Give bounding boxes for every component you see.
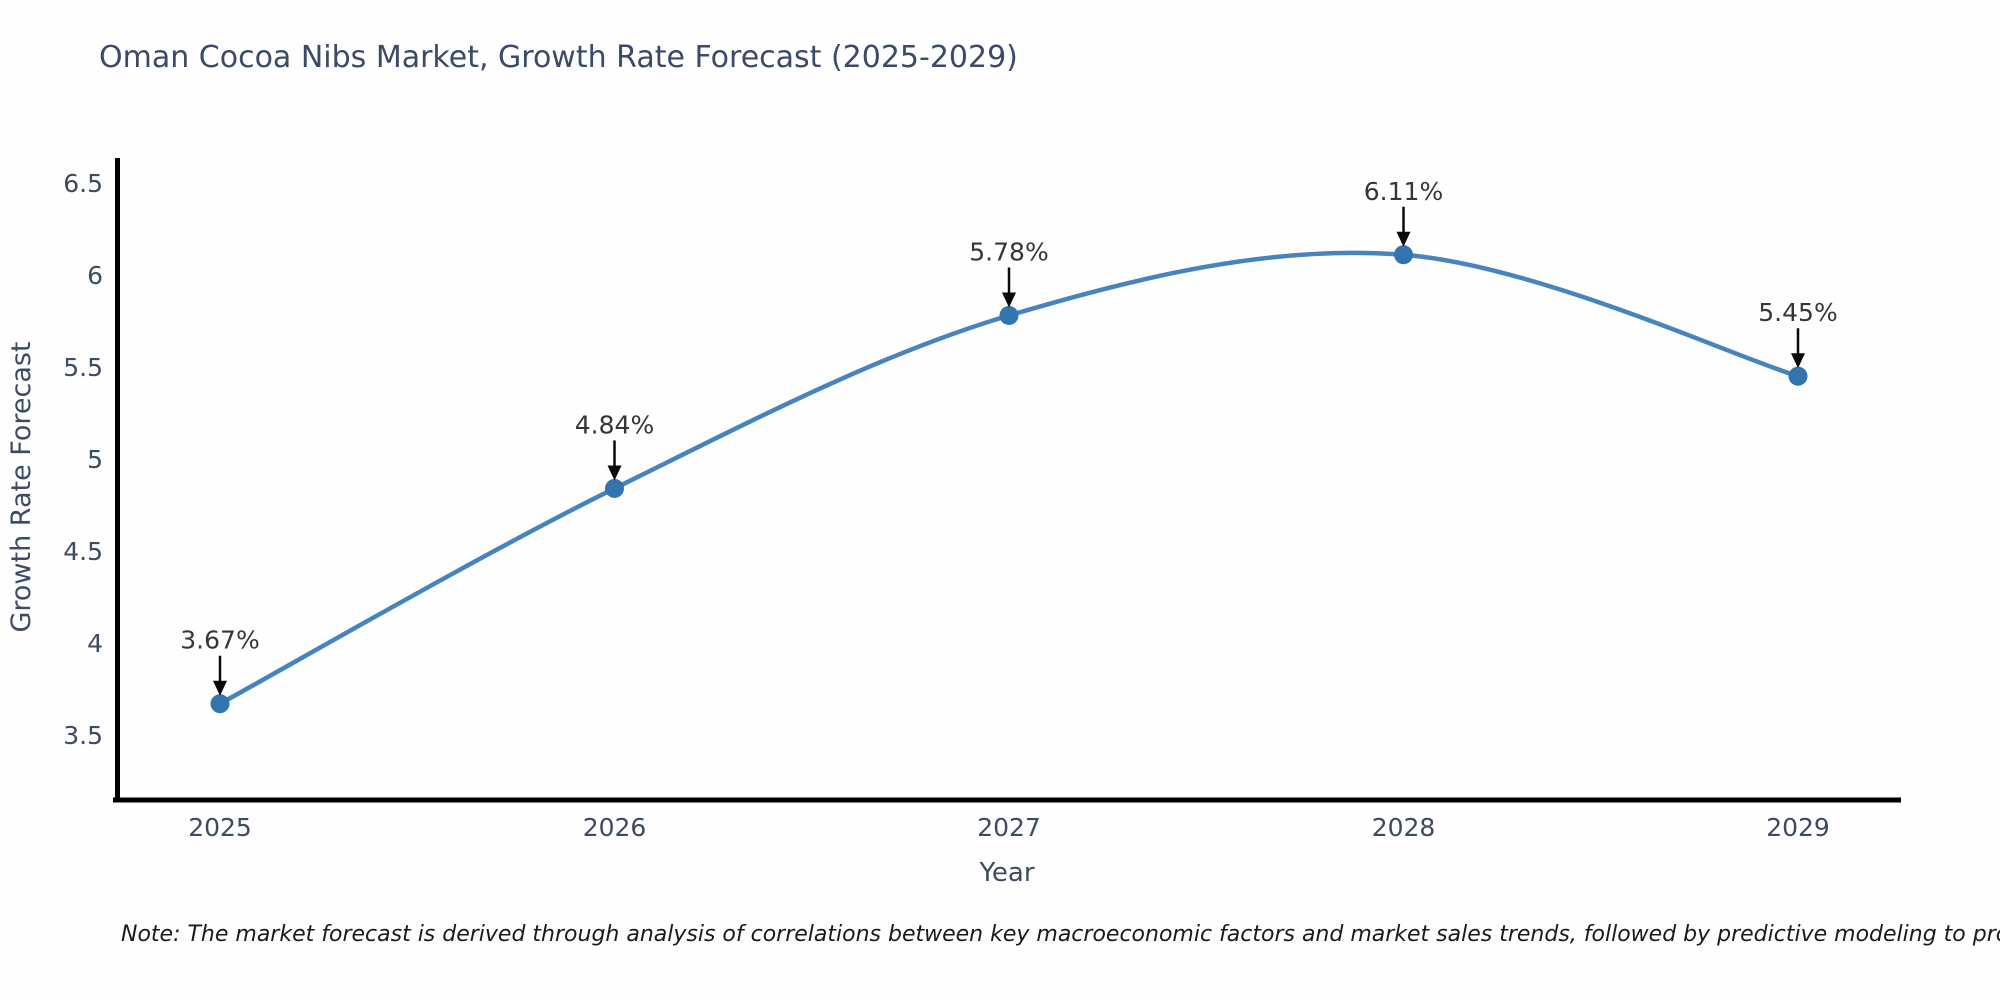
data-point-2025 xyxy=(210,694,230,714)
chart-title: Oman Cocoa Nibs Market, Growth Rate Fore… xyxy=(99,40,1018,75)
annotation-arrow-head xyxy=(607,465,622,481)
y-tick-label: 5.5 xyxy=(63,353,103,382)
annotation-arrow-head xyxy=(1396,231,1411,247)
x-tick-label: 2027 xyxy=(977,813,1041,842)
point-value-label: 5.45% xyxy=(1758,298,1837,327)
annotation-arrow-head xyxy=(1002,292,1016,308)
footnote: Note: The market forecast is derived thr… xyxy=(121,922,2000,947)
point-value-label: 3.67% xyxy=(180,626,259,655)
x-tick-label: 2026 xyxy=(583,813,647,842)
annotation-arrow-head xyxy=(213,680,227,696)
y-tick-label: 3.5 xyxy=(63,721,103,750)
point-value-label: 5.78% xyxy=(969,237,1048,266)
x-tick-label: 2029 xyxy=(1766,813,1830,842)
y-axis-title: Growth Rate Forecast xyxy=(6,341,37,632)
plot-area: 3.5 4 4.5 5 5.5 6 6.5 2025 2026 2027 2028 2029 3.67%… xyxy=(63,169,1837,842)
data-point-2027 xyxy=(999,305,1019,325)
data-point-2026 xyxy=(605,478,624,498)
y-tick-label: 6 xyxy=(87,261,103,290)
x-tick-label: 2028 xyxy=(1372,813,1436,842)
x-axis-title: Year xyxy=(978,858,1034,888)
y-tick-label: 4.5 xyxy=(63,537,103,566)
y-tick-label: 5 xyxy=(87,445,103,474)
point-value-label: 6.11% xyxy=(1364,177,1443,206)
y-tick-label: 4 xyxy=(87,629,103,658)
x-tick-label: 2025 xyxy=(188,813,252,842)
y-tick-label: 6.5 xyxy=(63,169,103,198)
annotation-arrow-head xyxy=(1791,353,1805,369)
point-value-label: 4.84% xyxy=(575,410,654,439)
data-point-2029 xyxy=(1788,366,1808,386)
data-point-2028 xyxy=(1394,245,1413,265)
